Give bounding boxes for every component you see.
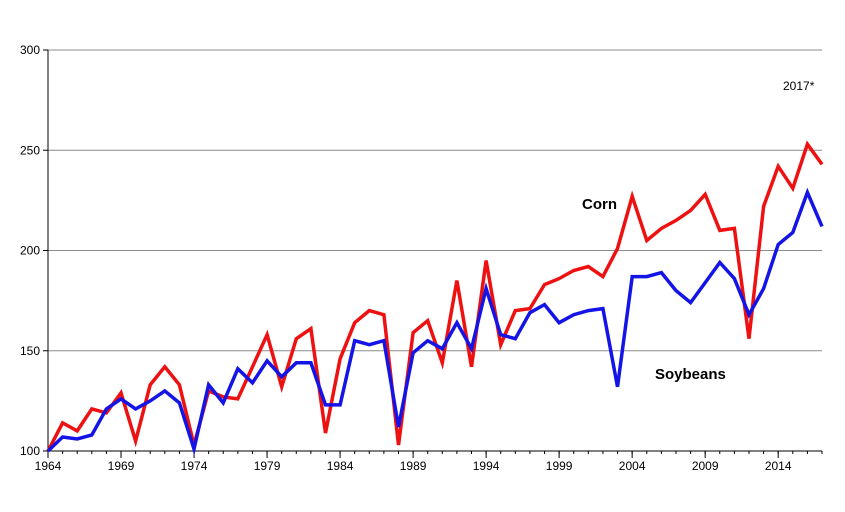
series-line-soybeans xyxy=(46,187,824,456)
series-lines xyxy=(46,140,824,456)
x-tick-label-2004: 2004 xyxy=(619,459,646,473)
x-tick-label-1964: 1964 xyxy=(35,459,62,473)
x-tick-label-1989: 1989 xyxy=(400,459,427,473)
x-tick-label-1999: 1999 xyxy=(546,459,573,473)
x-tick-label-2014: 2014 xyxy=(765,459,792,473)
y-tick-label-250: 250 xyxy=(20,143,40,157)
y-tick-label-150: 150 xyxy=(20,344,40,358)
x-axis-ticks: 1964 1969 1974 1979 1984 1989 1994 1999 2004 2009… xyxy=(35,451,823,473)
x-tick-label-2009: 2009 xyxy=(692,459,719,473)
series-label-corn: Corn xyxy=(582,196,617,213)
x-tick-label-1974: 1974 xyxy=(181,459,208,473)
y-tick-label-200: 200 xyxy=(20,244,40,258)
x-tick-label-1994: 1994 xyxy=(473,459,500,473)
x-tick-label-1969: 1969 xyxy=(108,459,135,473)
y-axis-ticks: 100 150 200 250 300 xyxy=(20,43,48,458)
gridlines xyxy=(48,49,822,352)
x-tick-label-1979: 1979 xyxy=(254,459,281,473)
series-label-soybeans: Soybeans xyxy=(655,366,726,383)
y-tick-label-100: 100 xyxy=(20,444,40,458)
series-line-corn xyxy=(46,140,824,452)
annotation-2017: 2017* xyxy=(783,79,815,93)
y-tick-label-300: 300 xyxy=(20,43,40,57)
x-tick-label-1984: 1984 xyxy=(327,459,354,473)
